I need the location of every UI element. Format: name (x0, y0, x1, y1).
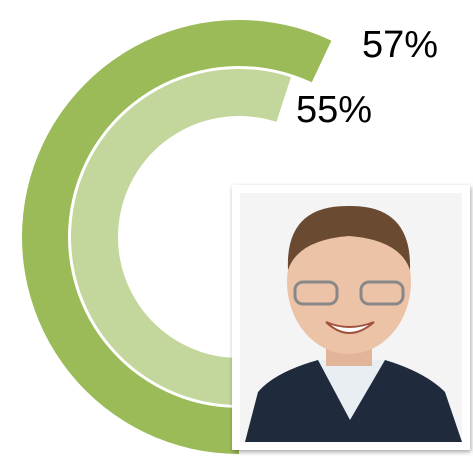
page: 57%55% (() => { const data = JSON.parse(… (0, 0, 473, 459)
value-label: 55% (296, 89, 372, 131)
photo (232, 185, 470, 450)
value-label: 57% (362, 24, 438, 66)
chart: 57% 55% (0, 0, 473, 459)
